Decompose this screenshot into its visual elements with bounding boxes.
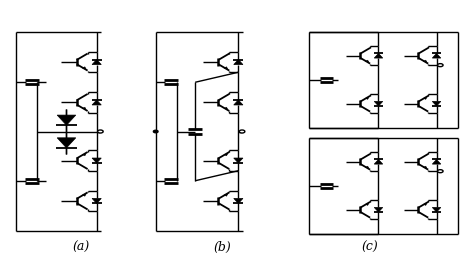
Polygon shape [365, 98, 369, 99]
Polygon shape [92, 60, 101, 64]
Polygon shape [423, 166, 427, 168]
Text: (c): (c) [361, 241, 378, 254]
Polygon shape [423, 60, 427, 62]
Polygon shape [92, 158, 101, 163]
Polygon shape [423, 98, 427, 99]
Polygon shape [92, 199, 101, 203]
Circle shape [438, 64, 443, 67]
Polygon shape [234, 158, 243, 163]
Polygon shape [82, 194, 86, 196]
Polygon shape [57, 115, 76, 125]
Polygon shape [57, 138, 76, 148]
Polygon shape [423, 204, 427, 205]
Circle shape [239, 130, 245, 133]
Polygon shape [374, 208, 383, 212]
Polygon shape [224, 154, 228, 156]
Polygon shape [234, 100, 243, 105]
Polygon shape [82, 107, 86, 109]
Polygon shape [234, 199, 243, 203]
Text: (b): (b) [213, 241, 231, 254]
Polygon shape [374, 102, 383, 106]
Polygon shape [92, 100, 101, 105]
Polygon shape [224, 194, 228, 196]
Polygon shape [365, 60, 369, 62]
Polygon shape [82, 67, 86, 69]
Polygon shape [374, 53, 383, 58]
Polygon shape [234, 60, 243, 64]
Polygon shape [432, 102, 441, 106]
Polygon shape [224, 67, 228, 69]
Polygon shape [82, 154, 86, 156]
Circle shape [98, 130, 103, 133]
Polygon shape [374, 159, 383, 164]
Polygon shape [365, 166, 369, 168]
Circle shape [154, 130, 158, 133]
Text: (a): (a) [73, 241, 90, 254]
Polygon shape [224, 107, 228, 109]
Polygon shape [432, 53, 441, 58]
Polygon shape [432, 208, 441, 212]
Circle shape [438, 170, 443, 173]
Polygon shape [365, 204, 369, 205]
Polygon shape [432, 159, 441, 164]
